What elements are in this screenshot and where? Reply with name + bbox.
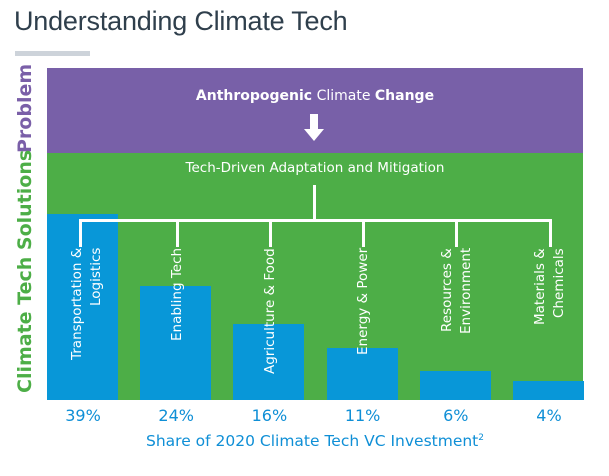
category-label: Resources & Environment (438, 248, 476, 398)
connector-branch (175, 219, 179, 247)
category-label-line: Chemicals (551, 248, 567, 318)
bar (326, 347, 398, 400)
connector-branch (455, 219, 459, 247)
problem-heading-part1: Anthropogenic (195, 88, 313, 104)
data-label: 6% (443, 406, 469, 425)
category-label-line: Enabling Tech (168, 248, 185, 342)
category-label-line: Logistics (87, 248, 104, 307)
bar (513, 380, 584, 400)
connector-branch (548, 219, 552, 247)
category-label: Transportation & Logistics (68, 248, 106, 398)
bar (47, 214, 118, 400)
data-label: 16% (251, 406, 288, 425)
bar (233, 323, 305, 400)
category-label: Enabling Tech (168, 248, 187, 398)
category-label-line: Resources & (438, 248, 455, 332)
category-label: Materials & Chemicals (531, 248, 569, 398)
connector-trunk (313, 185, 316, 221)
footnote-marker: 2 (478, 432, 484, 443)
data-label: 39% (65, 406, 101, 425)
connector-bar (79, 219, 552, 222)
bar (419, 371, 491, 400)
category-label-line: Agriculture & Food (261, 248, 278, 374)
problem-heading-part2: Climate (312, 88, 375, 104)
data-label: 24% (158, 406, 194, 425)
title-underline (15, 51, 90, 56)
side-label-solutions: Climate Tech Solutions (14, 149, 36, 393)
x-axis-label: Share of 2020 Climate Tech VC Investment… (47, 432, 583, 450)
data-label: 11% (344, 406, 381, 425)
solutions-heading: Tech-Driven Adaptation and Mitigation (185, 160, 445, 176)
problem-heading-part3: Change (374, 88, 435, 104)
category-label: Agriculture & Food (261, 248, 280, 398)
category-label: Energy & Power (354, 248, 373, 398)
category-label-line: Environment (457, 248, 474, 335)
connector-branch (79, 219, 82, 247)
category-label-line: Transportation & (68, 248, 85, 361)
problem-heading: Anthropogenic Climate Change (47, 88, 583, 104)
x-axis-label-text: Share of 2020 Climate Tech VC Investment (146, 432, 479, 450)
connector-branch (362, 219, 366, 247)
category-label-line: Energy & Power (355, 248, 372, 356)
side-label-problem: Problem (14, 63, 36, 153)
arrow-down-icon (304, 114, 324, 141)
category-label-line: Materials & (532, 248, 548, 325)
connector-branch (268, 219, 272, 247)
data-label: 4% (536, 406, 562, 425)
bar (140, 285, 212, 400)
page-title: Understanding Climate Tech (14, 6, 348, 36)
